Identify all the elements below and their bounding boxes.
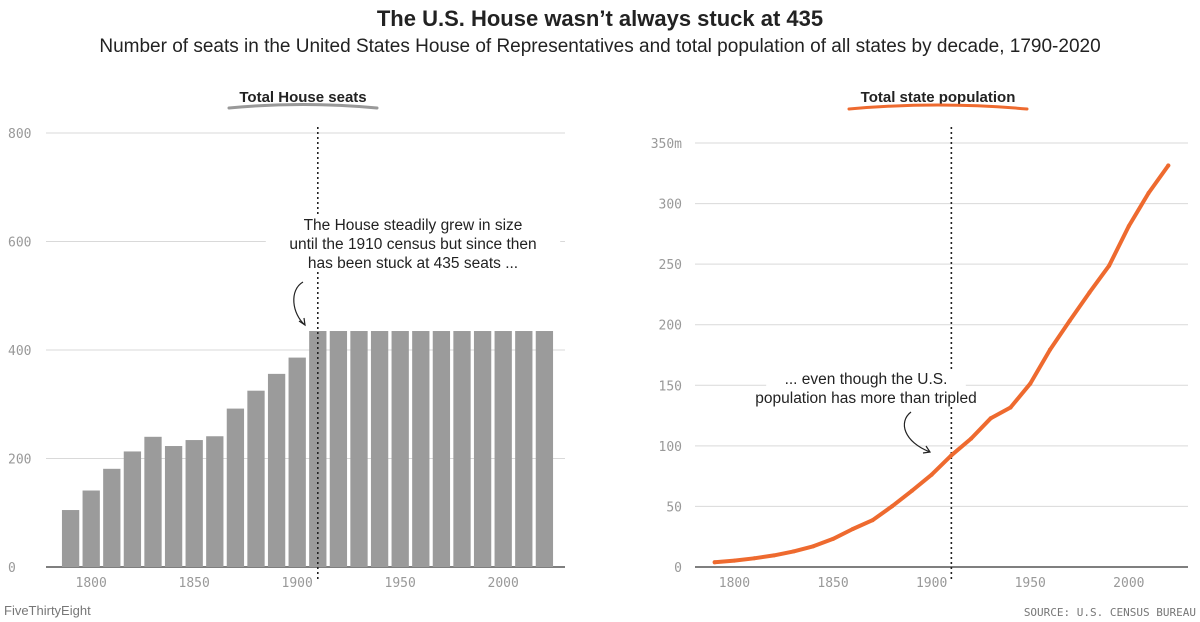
house-seats-bar: [144, 436, 162, 567]
population-data-point: [1087, 290, 1092, 295]
population-data-point: [1008, 405, 1013, 410]
population-data-point: [791, 549, 796, 554]
population-ytick-label: 150: [659, 379, 682, 394]
population-xtick-label: 1950: [1015, 576, 1046, 591]
house-annotation-arrow: [293, 281, 306, 326]
population-data-point: [949, 453, 954, 458]
population-data-point: [771, 553, 776, 558]
population-data-point: [890, 504, 895, 509]
population-panel: Total state population 0 50 100 150 200 250 30…: [651, 89, 1188, 591]
population-annotation-arrowhead: [922, 445, 932, 454]
population-data-point: [1146, 191, 1151, 196]
house-seats-bar: [206, 436, 224, 567]
house-seats-bar: [494, 331, 512, 567]
population-data-point: [811, 544, 816, 549]
house-seats-bar: [370, 331, 389, 567]
house-seats-bar: [247, 390, 265, 567]
population-ytick-label: 200: [659, 319, 682, 334]
population-annotation-line: ... even though the U.S.: [785, 371, 948, 388]
house-annotation-arrowhead: [298, 317, 306, 327]
chart-subtitle: Number of seats in the United States Hou…: [99, 36, 1101, 57]
population-data-point: [1067, 318, 1072, 323]
population-title-underline: [847, 103, 1029, 111]
population-xtick-label: 1850: [817, 576, 848, 591]
population-xtick-label: 1800: [719, 576, 750, 591]
house-seats-bar: [391, 331, 409, 567]
house-seats-bar: [61, 510, 80, 567]
house-seats-panel: Total House seats 0 200 400 600 800 1800 1850…: [8, 89, 565, 591]
house-seats-bar: [432, 331, 451, 567]
population-data-point: [732, 558, 737, 563]
house-seats-bar: [515, 331, 533, 567]
population-data-point: [969, 436, 974, 441]
population-panel-title: Total state population: [861, 89, 1016, 106]
population-data-point: [870, 518, 875, 523]
house-seats-bar: [267, 373, 286, 567]
house-xtick-label: 1850: [179, 576, 210, 591]
house-seats-bar: [412, 331, 430, 567]
house-xtick-label: 1900: [282, 576, 313, 591]
population-data-point: [712, 560, 717, 565]
house-seats-bar: [164, 446, 183, 567]
population-ytick-label: 250: [659, 258, 682, 273]
population-data-point: [850, 526, 855, 531]
house-seats-bar: [309, 331, 327, 567]
house-seats-bar: [288, 357, 306, 567]
house-annotation-line: has been stuck at 435 seats ...: [308, 255, 518, 272]
population-ytick-label: 300: [659, 198, 682, 213]
house-ytick-label: 600: [8, 236, 31, 251]
house-seats-bar: [453, 331, 471, 567]
house-seats-bar: [123, 451, 142, 567]
population-annotation-arrow: [903, 411, 931, 453]
house-seats-bar: [350, 331, 368, 567]
population-annotation-bg: [766, 369, 966, 388]
brand-credit: FiveThirtyEight: [4, 603, 91, 618]
house-annotation-bg: [285, 253, 541, 272]
population-data-point: [1047, 347, 1052, 352]
population-series-line: [712, 163, 1171, 565]
house-seats-bar: [226, 408, 245, 567]
population-data-point: [1107, 263, 1112, 268]
house-seats-bar: [82, 490, 100, 567]
house-annotation-bg: [265, 234, 561, 253]
house-seats-title-underline: [227, 103, 379, 110]
house-seats-panel-title: Total House seats: [239, 89, 366, 106]
house-seats-bar: [473, 331, 492, 567]
house-annotation-bg: [285, 215, 541, 234]
house-seats-bar: [535, 331, 554, 567]
population-data-point: [988, 416, 993, 421]
source-credit: SOURCE: U.S. CENSUS BUREAU: [1023, 606, 1196, 619]
house-xtick-label: 1950: [385, 576, 416, 591]
population-data-point: [929, 472, 934, 477]
house-annotation-line: until the 1910 census but since then: [289, 236, 536, 253]
population-ytick-label: 50: [666, 500, 682, 515]
house-annotation-line: The House steadily grew in size: [304, 217, 523, 234]
house-ytick-label: 800: [8, 127, 31, 142]
population-xtick-label: 2000: [1113, 576, 1144, 591]
house-seats-bar: [103, 468, 121, 567]
population-xtick-label: 1900: [916, 576, 947, 591]
house-xtick-label: 2000: [488, 576, 519, 591]
population-data-point: [1028, 381, 1033, 386]
population-data-point: [1166, 163, 1171, 168]
house-xtick-label: 1800: [76, 576, 107, 591]
house-seats-bar: [329, 331, 348, 567]
house-seats-bar: [185, 440, 203, 567]
population-ytick-label: 350m: [651, 137, 682, 152]
chart-title: The U.S. House wasn’t always stuck at 43…: [376, 6, 824, 31]
population-ytick-label: 0: [674, 561, 682, 576]
population-annotation-bg: [734, 388, 998, 407]
population-data-point: [1126, 224, 1131, 229]
population-annotation-line: population has more than tripled: [755, 390, 976, 407]
house-ytick-label: 200: [8, 453, 31, 468]
house-ytick-label: 400: [8, 344, 31, 359]
house-ytick-label: 0: [8, 561, 16, 576]
population-ytick-label: 100: [659, 440, 682, 455]
population-data-point: [752, 556, 757, 561]
population-data-point: [909, 488, 914, 493]
population-data-point: [831, 536, 836, 541]
